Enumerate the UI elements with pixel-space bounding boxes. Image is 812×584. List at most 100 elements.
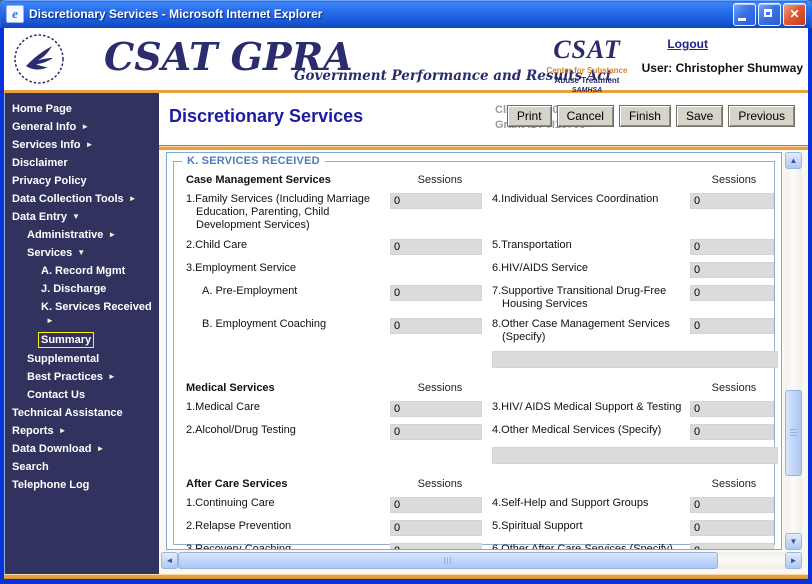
sessions-column-header: Sessions xyxy=(417,382,463,394)
sidebar-item-k-services-received[interactable]: K. Services Received ► xyxy=(4,298,159,330)
sidebar-item-disclaimer[interactable]: Disclaimer xyxy=(4,154,159,172)
maximize-button[interactable] xyxy=(758,2,781,26)
sidebar-item-label: Technical Assistance xyxy=(12,407,123,419)
previous-button[interactable]: Previous xyxy=(728,105,795,127)
sessions-input-1-continuing-care[interactable] xyxy=(390,497,482,513)
sessions-input-8-other-case-management-services-specify[interactable] xyxy=(690,318,774,334)
sessions-input-3-hiv-aids-medical-support-testing[interactable] xyxy=(690,401,774,417)
field-label-4-other-medical-services-specify: 4.Other Medical Services (Specify) xyxy=(492,424,662,436)
field-label-2-relapse-prevention: 2.Relapse Prevention xyxy=(186,520,292,532)
sessions-input-a-pre-employment[interactable] xyxy=(390,285,482,301)
sidebar-item-telephone-log[interactable]: Telephone Log xyxy=(4,476,159,494)
sidebar-item-j-discharge[interactable]: J. Discharge xyxy=(4,280,159,298)
sidebar-nav: Home Page General Info ► Services Info ► Disc… xyxy=(4,93,159,574)
sessions-input-2-relapse-prevention[interactable] xyxy=(390,520,482,536)
field-label-1-medical-care: 1.Medical Care xyxy=(186,401,260,413)
scroll-left-icon[interactable]: ◄ xyxy=(161,552,178,569)
sidebar-item-label: Administrative xyxy=(27,229,104,241)
csat-logo-line: Center for Substance xyxy=(546,66,628,75)
sidebar-item-data-download[interactable]: Data Download ► xyxy=(4,440,159,458)
sidebar-item-contact-us[interactable]: Contact Us xyxy=(4,386,159,404)
sidebar-item-services[interactable]: Services ▼ xyxy=(4,244,159,262)
field-label-4-self-help-and-support-groups: 4.Self-Help and Support Groups xyxy=(492,497,649,509)
sessions-input-7-supportive-transitional-drug-free-hous[interactable] xyxy=(690,285,774,301)
field-label-1-family-services-including-marriage-edu: 1.Family Services (Including Marriage Ed… xyxy=(186,193,371,231)
chevron-right-icon: ► xyxy=(46,316,54,325)
sessions-column-header: Sessions xyxy=(711,478,757,490)
field-label-3-hiv-aids-medical-support-testing: 3.HIV/ AIDS Medical Support & Testing xyxy=(492,401,682,413)
sidebar-item-label: K. Services Received xyxy=(41,301,152,313)
sessions-input-5-spiritual-support[interactable] xyxy=(690,520,774,536)
sidebar-item-reports[interactable]: Reports ► xyxy=(4,422,159,440)
sidebar-item-search[interactable]: Search xyxy=(4,458,159,476)
sessions-input-1-medical-care[interactable] xyxy=(390,401,482,417)
sidebar-item-summary[interactable]: Summary xyxy=(4,330,159,350)
section-title: Medical Services xyxy=(186,382,275,394)
sidebar-item-a-record-mgmt[interactable]: A. Record Mgmt xyxy=(4,262,159,280)
sessions-input-2-child-care[interactable] xyxy=(390,239,482,255)
sidebar-item-label: J. Discharge xyxy=(41,283,107,295)
sidebar-item-label: General Info xyxy=(12,121,77,133)
cancel-button[interactable]: Cancel xyxy=(556,105,614,127)
sessions-input-3-recovery-coaching[interactable] xyxy=(390,543,482,549)
sidebar-item-technical-assistance[interactable]: Technical Assistance xyxy=(4,404,159,422)
csat-logo-title: CSAT xyxy=(553,35,621,64)
sessions-input-4-self-help-and-support-groups[interactable] xyxy=(690,497,774,513)
sessions-input-5-transportation[interactable] xyxy=(690,239,774,255)
sessions-input-6-hiv-aids-service[interactable] xyxy=(690,262,774,278)
print-button[interactable]: Print xyxy=(506,105,552,127)
chevron-right-icon: ► xyxy=(108,230,117,239)
sidebar-item-data-collection-tools[interactable]: Data Collection Tools ► xyxy=(4,190,159,208)
sessions-input-b-employment-coaching[interactable] xyxy=(390,318,482,334)
horizontal-scrollbar[interactable]: ◄ ► xyxy=(161,552,802,569)
minimize-button[interactable] xyxy=(733,2,756,26)
finish-button[interactable]: Finish xyxy=(618,105,671,127)
sidebar-item-administrative[interactable]: Administrative ► xyxy=(4,226,159,244)
sidebar-item-privacy-policy[interactable]: Privacy Policy xyxy=(4,172,159,190)
field-label-3-recovery-coaching: 3.Recovery Coaching xyxy=(186,543,292,550)
vertical-scrollbar-thumb[interactable] xyxy=(785,390,802,476)
site-header: CSAT GPRA Government Performance and Res… xyxy=(4,28,808,94)
scroll-up-icon[interactable]: ▲ xyxy=(785,152,802,169)
vertical-scrollbar[interactable]: ▲ ▼ xyxy=(785,152,802,550)
field-label-6-hiv-aids-service: 6.HIV/AIDS Service xyxy=(492,262,588,274)
sidebar-item-best-practices[interactable]: Best Practices ► xyxy=(4,368,159,386)
field-label-3-employment-service: 3.Employment Service xyxy=(186,262,297,274)
sidebar-item-label: A. Record Mgmt xyxy=(41,265,126,277)
sidebar-item-label: Data Collection Tools xyxy=(12,193,124,205)
content-header: Discretionary Services Client ID: 001 Gr… xyxy=(159,93,808,145)
sessions-input-4-other-medical-services-specify[interactable] xyxy=(690,424,774,440)
sidebar-item-data-entry[interactable]: Data Entry ▼ xyxy=(4,208,159,226)
sidebar-item-supplemental[interactable]: Supplemental xyxy=(4,350,159,368)
horizontal-scrollbar-thumb[interactable] xyxy=(178,552,718,569)
maximize-icon xyxy=(764,8,772,17)
sidebar-item-label: Services Info xyxy=(12,139,81,151)
close-button[interactable]: ✕ xyxy=(783,2,806,26)
scroll-down-icon[interactable]: ▼ xyxy=(785,533,802,550)
sidebar-item-label: Telephone Log xyxy=(12,479,90,491)
sidebar-item-home-page[interactable]: Home Page xyxy=(4,100,159,118)
field-label-5-spiritual-support: 5.Spiritual Support xyxy=(492,520,583,532)
logout-link[interactable]: Logout xyxy=(667,37,708,51)
field-label-1-continuing-care: 1.Continuing Care xyxy=(186,497,275,509)
sessions-input-6-other-after-care-services-specify[interactable] xyxy=(690,543,774,549)
form-section-case-management-services: Case Management Services Sessions Sessions… xyxy=(186,174,778,368)
sessions-input-4-individual-services-coordination[interactable] xyxy=(690,193,774,209)
sessions-input-2-alcohol-drug-testing[interactable] xyxy=(390,424,482,440)
orange-separator xyxy=(159,145,808,150)
sidebar-item-label: Disclaimer xyxy=(12,157,68,169)
title-bar: e Discretionary Services - Microsoft Int… xyxy=(0,0,812,28)
sidebar-item-services-info[interactable]: Services Info ► xyxy=(4,136,159,154)
sidebar-item-general-info[interactable]: General Info ► xyxy=(4,118,159,136)
brand-subtitle: Government Performance and Results Act xyxy=(294,68,612,84)
field-label-6-other-after-care-services-specify: 6.Other After Care Services (Specify) xyxy=(492,543,673,550)
sessions-input-1-family-services-including-marriage-edu[interactable] xyxy=(390,193,482,209)
form-body: Case Management Services Sessions Sessions… xyxy=(186,174,778,550)
specify-input-medical-services[interactable] xyxy=(492,447,778,464)
specify-input-case-management-services[interactable] xyxy=(492,351,778,368)
sidebar-item-label: Best Practices xyxy=(27,371,103,383)
save-button[interactable]: Save xyxy=(675,105,724,127)
field-label-8-other-case-management-services-specify: 8.Other Case Management Services (Specif… xyxy=(492,318,670,343)
scroll-right-icon[interactable]: ► xyxy=(785,552,802,569)
